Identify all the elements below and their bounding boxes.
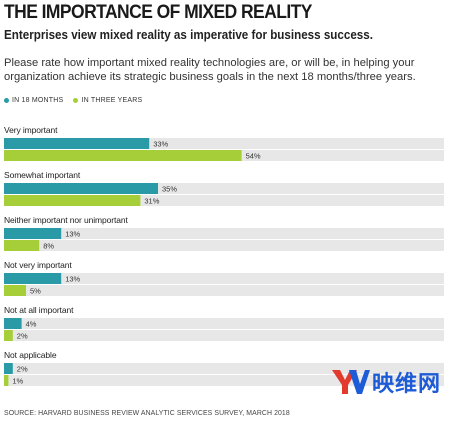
watermark-logo-icon: [332, 370, 370, 394]
legend-swatch-three-years: [73, 98, 79, 103]
watermark: 映维网: [330, 366, 441, 398]
data-label: 8%: [43, 242, 54, 251]
source-note: SOURCE: HARVARD BUSINESS REVIEW ANALYTIC…: [4, 408, 290, 417]
legend-label-18-months: IN 18 MONTHS: [12, 97, 64, 104]
bar: [4, 273, 62, 284]
chart-title: THE IMPORTANCE OF MIXED REALITY: [4, 2, 312, 23]
bar-track: [4, 318, 444, 329]
data-label: 4%: [26, 320, 37, 329]
bar-track: [4, 363, 444, 374]
legend-swatch-18-months: [4, 98, 9, 103]
bar-track: [4, 183, 444, 194]
bar: [4, 363, 13, 374]
bar-track: [4, 228, 444, 239]
category-label: Somewhat important: [4, 170, 81, 180]
data-label: 35%: [162, 185, 177, 194]
data-label: 13%: [65, 230, 80, 239]
data-label: 13%: [65, 275, 80, 284]
bar-track: [4, 240, 444, 251]
bar: [4, 228, 62, 239]
bar: [4, 375, 9, 386]
bar-track: [4, 138, 444, 149]
bar: [4, 195, 141, 206]
legend-label-three-years: IN THREE YEARS: [81, 97, 143, 104]
bar: [4, 330, 13, 341]
bar: [4, 150, 242, 161]
category-label: Neither important nor unimportant: [4, 215, 129, 225]
legend-item-18-months: IN 18 MONTHS: [4, 97, 63, 104]
legend: IN 18 MONTHS IN THREE YEARS: [4, 97, 142, 104]
data-label: 2%: [17, 365, 28, 374]
data-label: 33%: [153, 140, 168, 149]
bar-track: [4, 330, 444, 341]
bar-track: [4, 285, 444, 296]
data-label: 5%: [30, 287, 41, 296]
bar: [4, 240, 40, 251]
data-label: 31%: [144, 197, 159, 206]
bar-track: [4, 273, 444, 284]
category-label: Not at all important: [4, 305, 74, 315]
bar: [4, 285, 26, 296]
data-label: 2%: [17, 332, 28, 341]
bar: [4, 183, 158, 194]
watermark-text: 映维网: [372, 372, 442, 397]
category-label: Very important: [4, 125, 58, 135]
bar-track: [4, 195, 444, 206]
survey-question: Please rate how important mixed reality …: [4, 57, 416, 83]
legend-item-three-years: IN THREE YEARS: [73, 97, 142, 104]
chart-subtitle: Enterprises view mixed reality as impera…: [4, 28, 373, 42]
category-label: Not very important: [4, 260, 72, 270]
data-label: 1%: [12, 377, 23, 386]
bar: [4, 138, 150, 149]
data-label: 54%: [246, 152, 261, 161]
bar: [4, 318, 22, 329]
category-label: Not applicable: [4, 350, 57, 360]
bar-track: [4, 375, 444, 386]
